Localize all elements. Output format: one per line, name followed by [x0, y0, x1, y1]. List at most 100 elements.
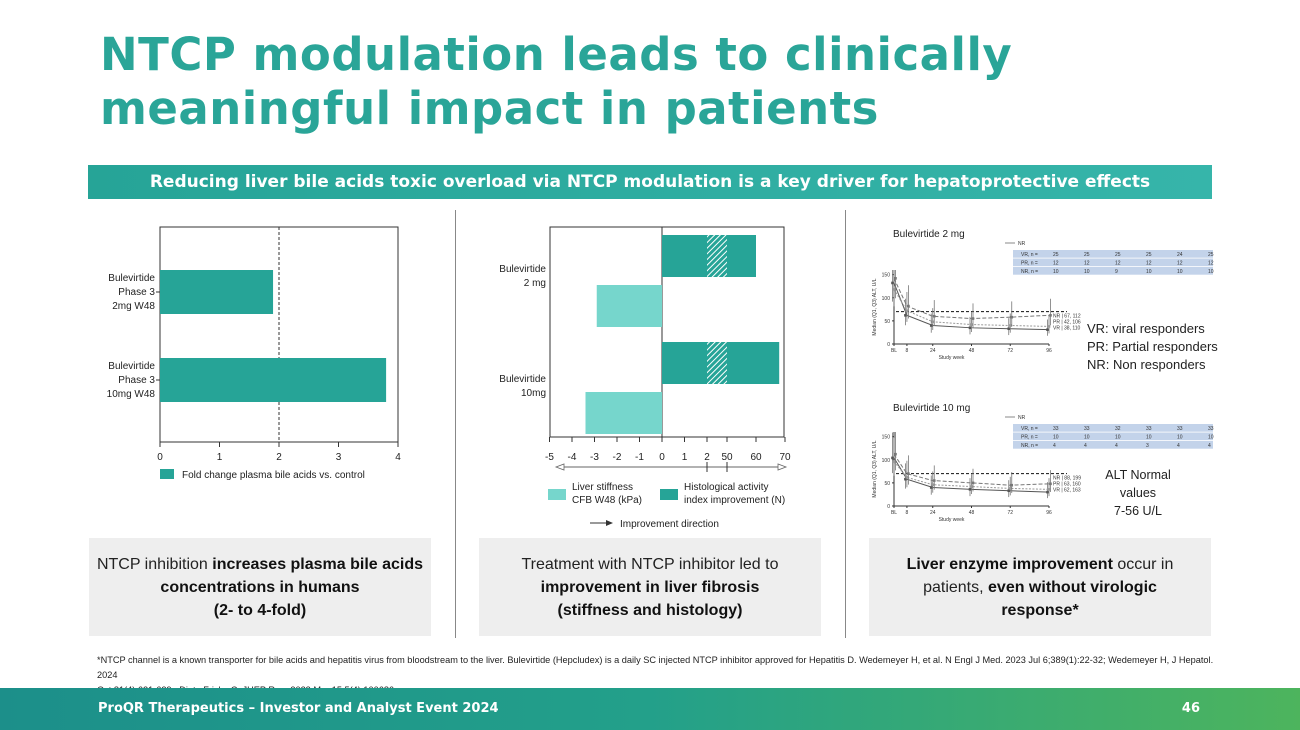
x-tick-label: 96	[1046, 348, 1052, 354]
n-table-cell: VR, n =	[1021, 252, 1038, 258]
caption3-plain: occur in patients,	[923, 555, 1174, 596]
n-table-row	[1013, 258, 1213, 267]
bar	[160, 358, 387, 402]
data-point	[1046, 490, 1049, 494]
stiffness-bar	[585, 392, 662, 434]
improvement-direction-label: Improvement direction	[620, 519, 719, 530]
data-point	[1008, 324, 1012, 327]
n-table-cell: 33	[1208, 426, 1214, 432]
n-table-cell: 10	[1177, 435, 1183, 441]
n-table-cell: VR, n =	[1021, 426, 1038, 432]
x-tick-label: 1	[217, 452, 223, 463]
category-label: Phase 3	[118, 375, 155, 386]
x-tick-label: BL	[891, 510, 897, 516]
caption1-bold: increases plasma bile acids concentratio…	[160, 555, 424, 596]
stiffness-bar	[596, 285, 662, 327]
data-point	[932, 479, 936, 482]
n-table-cell: 33	[1177, 426, 1183, 432]
n-table-cell: 9	[1115, 269, 1118, 275]
n-table-cell: 10	[1084, 269, 1090, 275]
n-table-cell: 4	[1177, 443, 1180, 449]
n-table-cell: 10	[1053, 435, 1059, 441]
category-label: Bulevirtide	[499, 264, 546, 275]
data-point	[894, 452, 897, 456]
series-end-label: VR | 62, 163	[1053, 488, 1081, 494]
caption3-bold: Liver enzyme improvement	[906, 555, 1113, 573]
x-tick-label: 2	[276, 452, 282, 463]
n-table-cell: 3	[1146, 443, 1149, 449]
n-table-cell: 10	[1146, 269, 1152, 275]
caption3-bold-2: even without virologic response*	[988, 578, 1157, 619]
n-table-cell: 33	[1084, 426, 1090, 432]
data-point	[1007, 327, 1011, 331]
x-tick-label: 4	[395, 452, 401, 463]
n-table-row	[1013, 424, 1213, 432]
x-tick-label: 50	[721, 452, 733, 463]
data-point	[932, 314, 936, 318]
series-line-nr	[893, 278, 1050, 320]
bile-acids-chart: Bulevirtide Phase 3 2mg W48 Bulevirtide Phas…	[107, 226, 401, 481]
histology-legend-label-1: Histological activity	[684, 482, 768, 493]
x-tick-label: 70	[779, 452, 791, 463]
x-tick-label: 0	[157, 452, 163, 463]
x-tick-label: 60	[750, 452, 762, 463]
category-label: Bulevirtide	[108, 273, 155, 284]
n-table-cell: 25	[1115, 252, 1121, 258]
right-arrow-head	[777, 463, 788, 471]
x-tick-label: 0	[659, 452, 665, 463]
series-end-label: NR | 67, 112	[1053, 314, 1081, 320]
data-point	[905, 476, 909, 479]
data-point	[1010, 315, 1014, 319]
chart2-frame	[549, 226, 785, 438]
section-banner: Reducing liver bile acids toxic overload…	[88, 165, 1212, 199]
y-tick-label: 150	[882, 273, 891, 279]
data-point	[929, 324, 933, 327]
y-tick-label: 100	[882, 296, 891, 302]
data-point	[929, 486, 933, 489]
data-point	[1047, 488, 1051, 491]
series-line-pr	[893, 461, 1050, 490]
data-point	[971, 317, 975, 320]
data-point	[971, 481, 975, 485]
n-table-cell: 10	[1177, 269, 1183, 275]
x-tick-label: 24	[930, 510, 936, 516]
y-tick-label: 100	[882, 458, 891, 464]
n-table-cell: 10	[1208, 435, 1214, 441]
data-point	[904, 314, 907, 317]
page-title: NTCP modulation leads to clinically mean…	[100, 28, 1200, 136]
series-end-label: PR | 42, 106	[1053, 320, 1081, 326]
x-tick-label: 8	[906, 510, 909, 516]
x-tick-label: 3	[336, 452, 342, 463]
y-axis-label: Median (Q1, Q3) ALT, U/L	[872, 440, 878, 497]
n-table-cell: 25	[1053, 252, 1059, 258]
n-table-cell: 12	[1177, 261, 1183, 267]
histology-legend-label-2: index improvement (N)	[684, 495, 785, 506]
improvement-arrow-head	[606, 520, 613, 526]
chart1-legend-swatch	[160, 469, 174, 479]
n-table-cell: 25	[1208, 252, 1214, 258]
n-table-cell: NR, n =	[1021, 269, 1038, 275]
series-end-label: PR | 63, 160	[1053, 482, 1081, 488]
footer-bar: ProQR Therapeutics – Investor and Analys…	[0, 688, 1300, 730]
column-divider-1	[455, 210, 456, 638]
data-point	[931, 320, 935, 324]
data-point	[891, 456, 894, 460]
liver-fibrosis-chart: Bulevirtide 2 mg Bulevirtide 10mg -5 -4 -3 -2 -…	[499, 226, 791, 530]
x-tick-label: 96	[1046, 510, 1052, 516]
chart1-legend-label: Fold change plasma bile acids vs. contro…	[182, 470, 365, 481]
y-tick-label: 50	[884, 481, 890, 487]
series-line-vr	[893, 282, 1050, 331]
n-table-row	[1013, 267, 1213, 275]
n-table-cell: 10	[1053, 269, 1059, 275]
x-tick-label: -1	[635, 452, 644, 463]
n-table-cell: 4	[1115, 443, 1118, 449]
data-point	[1046, 328, 1049, 331]
category-label: 10mg	[521, 388, 546, 399]
data-point	[931, 483, 935, 487]
data-point	[1049, 314, 1052, 317]
x-axis-label: Study week	[939, 517, 965, 523]
data-point	[907, 304, 910, 308]
legend-label: NR	[1018, 415, 1026, 421]
caption-liver-fibrosis: Treatment with NTCP inhibitor led to imp…	[479, 538, 821, 636]
series-end-label: NR | 88, 199	[1053, 476, 1081, 482]
